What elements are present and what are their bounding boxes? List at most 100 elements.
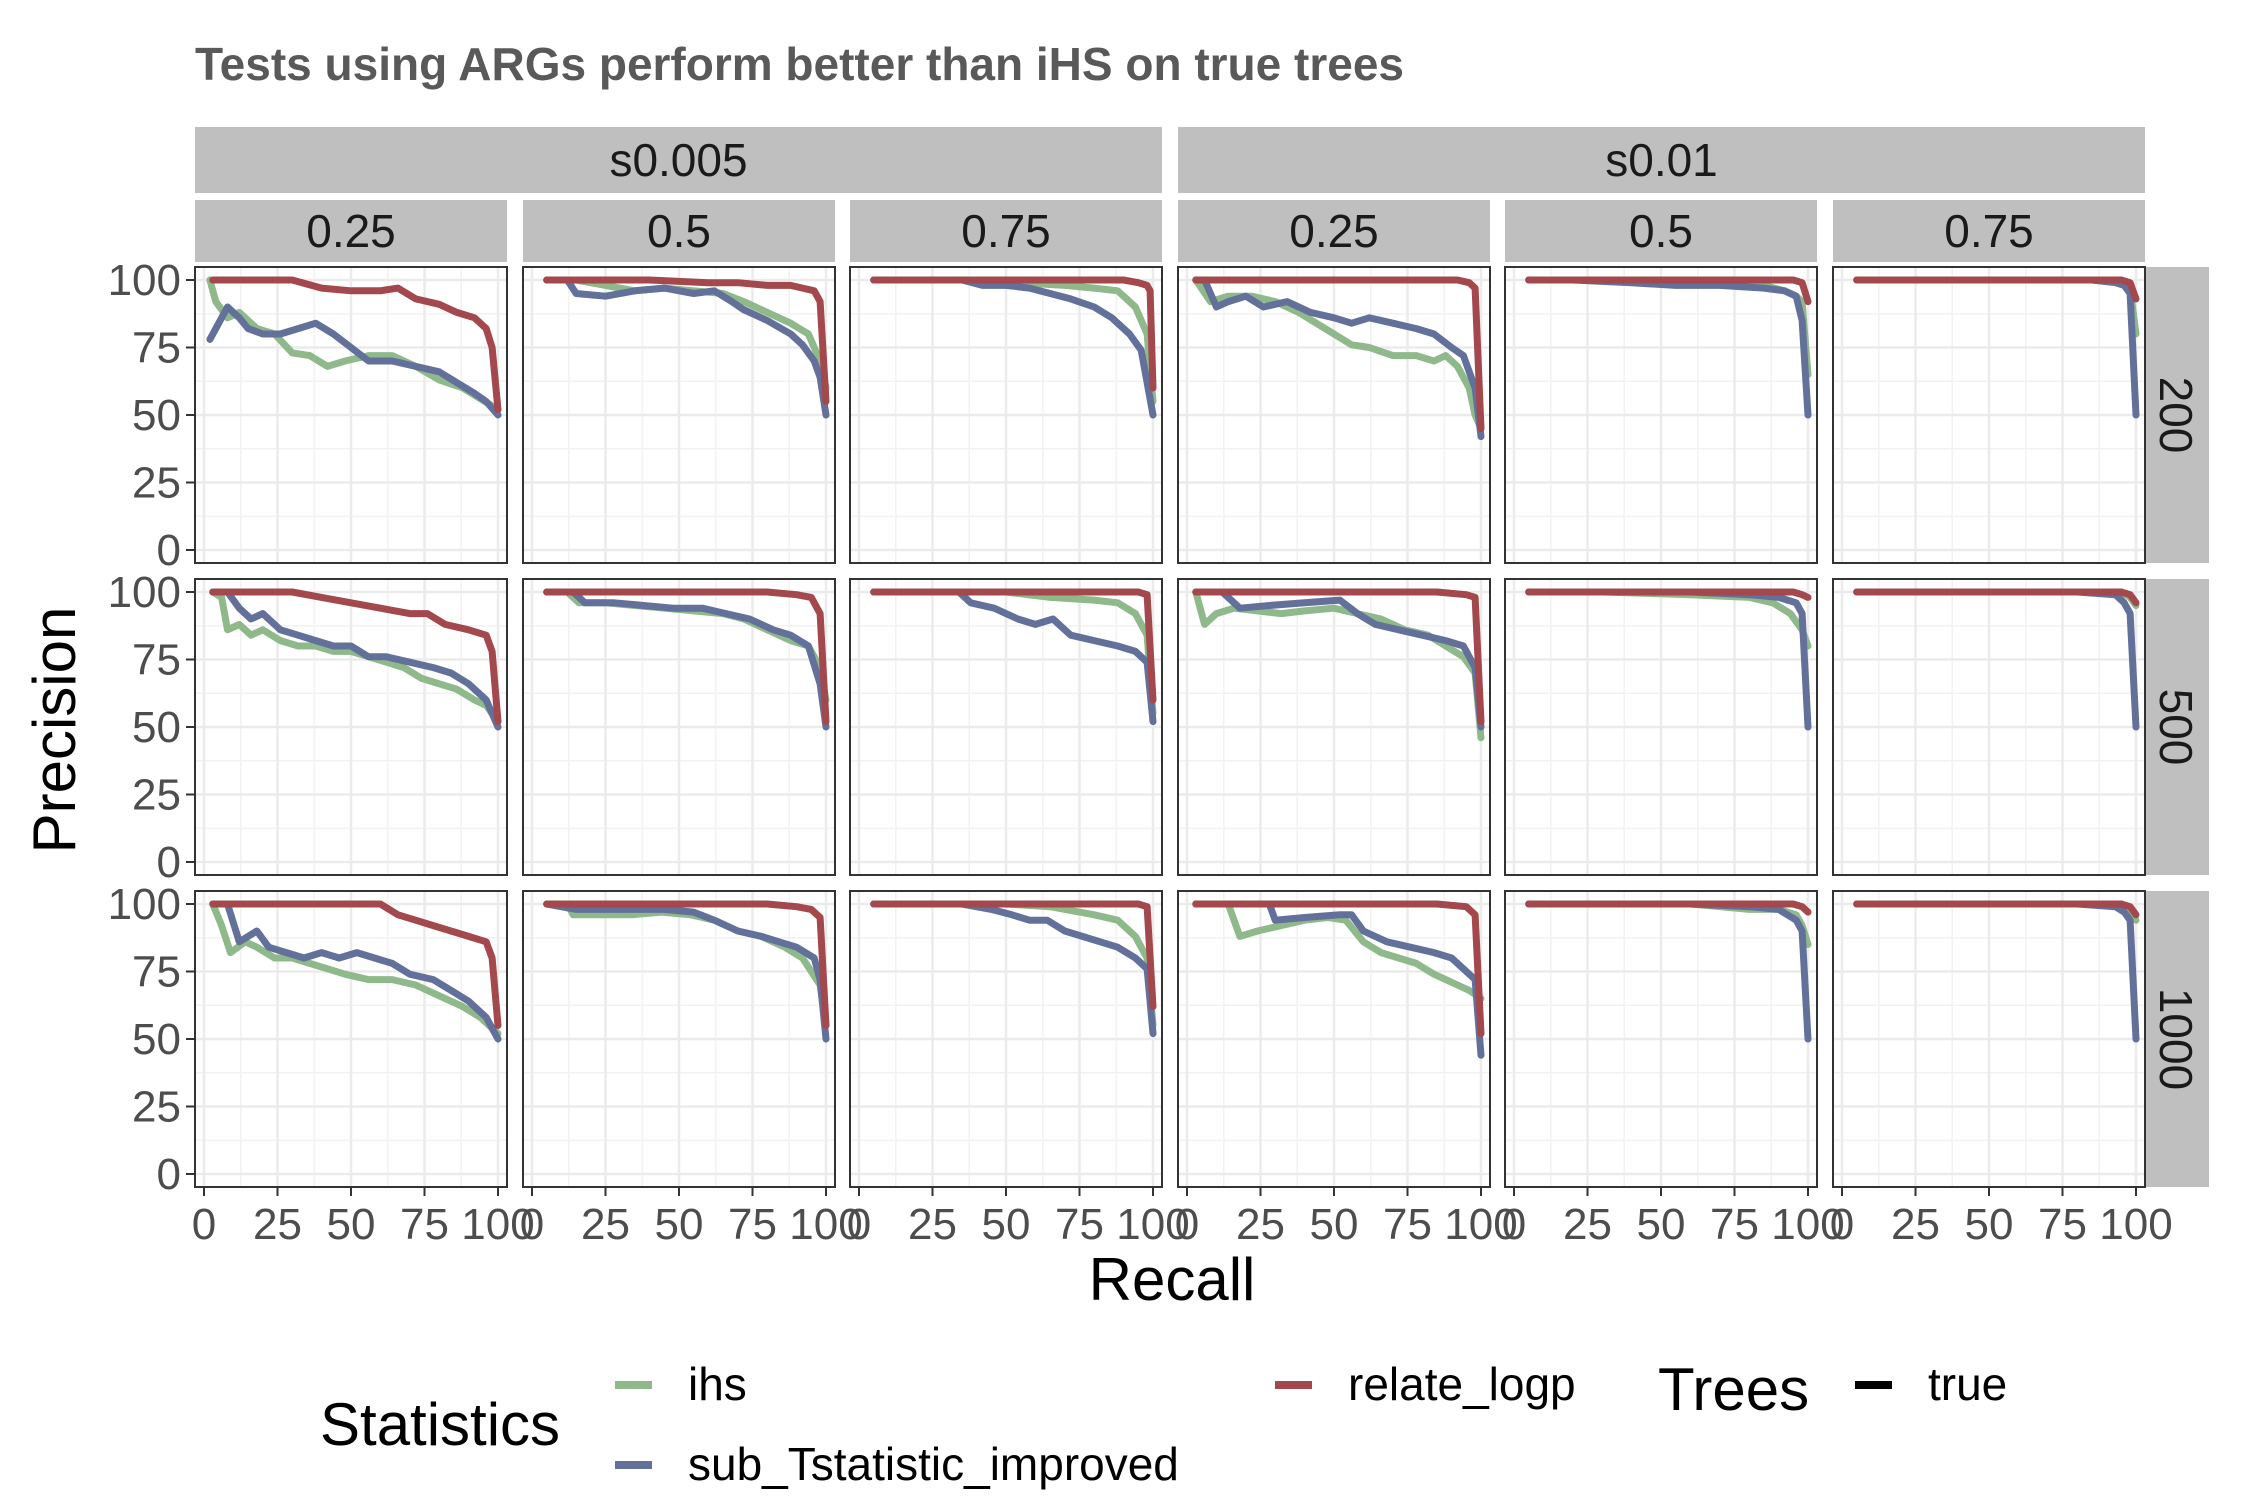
x-tick-label-0-col-2: 0 <box>847 1200 871 1249</box>
panel-500-s0-01-0-5 <box>1504 578 1818 876</box>
y-tick-label-75-row-500: 75 <box>132 636 181 685</box>
series-line-relate-logp-panel-1000-s0-01-0-25 <box>1192 900 1485 1038</box>
x-tick-label-50-col-4: 50 <box>1637 1200 1686 1249</box>
facet-strip-s0-005 <box>195 127 1162 193</box>
panel-500-s0-01-0-25-border <box>1177 578 1491 876</box>
x-tick-label-0-col-3: 0 <box>1175 1200 1199 1249</box>
panel-200-s0-005-0-75 <box>849 266 1163 564</box>
series-line-relate-logp-panel-500-s0-01-0-75 <box>1853 588 2140 607</box>
facet-strip-s0-005-0-5 <box>523 200 835 262</box>
panel-500-s0-01-0-5-border <box>1504 578 1818 876</box>
series-line-ihs-panel-1000-s0-005-0-25 <box>209 900 502 1038</box>
x-tick-label-0-col-5: 0 <box>1830 1200 1854 1249</box>
panel-500-s0-01-0-75-border <box>1832 578 2146 876</box>
panel-200-s0-01-0-5-border <box>1504 266 1818 564</box>
series-line-relate-logp-panel-1000-s0-005-0-25 <box>209 900 502 1029</box>
panel-500-s0-005-0-25 <box>194 578 508 876</box>
series-line-relate-logp-panel-200-s0-005-0-75 <box>870 276 1157 392</box>
x-tick-label-25-col-5: 25 <box>1891 1200 1940 1249</box>
series-line-sub-tstatistic-improved-panel-1000-s0-005-0-5 <box>543 900 830 1043</box>
series-line-relate-logp-panel-200-s0-005-0-5 <box>543 276 830 405</box>
panel-500-s0-01-0-75 <box>1832 578 2146 876</box>
panel-200-s0-01-0-25 <box>1177 266 1491 564</box>
panel-200-s0-005-0-25 <box>194 266 508 564</box>
x-tick-label-100-col-5: 100 <box>2099 1200 2172 1249</box>
facet-strip-label-s0-01-0-75: 0.75 <box>1944 205 2034 257</box>
x-tick-label-0-col-1: 0 <box>520 1200 544 1249</box>
facet-strip-label-s0-01-0-5: 0.5 <box>1629 205 1693 257</box>
x-tick-label-100-col-0: 100 <box>461 1200 534 1249</box>
series-line-sub-tstatistic-improved-panel-500-s0-005-0-5 <box>543 588 830 731</box>
panel-200-s0-01-0-5 <box>1504 266 1818 564</box>
facet-strip-label-s0-01: s0.01 <box>1605 134 1718 186</box>
x-tick-label-25-col-3: 25 <box>1236 1200 1285 1249</box>
panel-500-s0-005-0-75-border <box>849 578 1163 876</box>
x-axis-title: Recall <box>1089 1246 1256 1313</box>
y-tick-label-0-row-1000: 0 <box>157 1150 181 1199</box>
series-line-relate-logp-panel-500-s0-005-0-25 <box>209 588 502 726</box>
facet-strip-label-s0-005: s0.005 <box>609 134 747 186</box>
y-tick-label-100-row-500: 100 <box>108 568 181 617</box>
x-tick-label-0-col-0: 0 <box>192 1200 216 1249</box>
legend-statistics-title: Statistics <box>320 1391 560 1458</box>
x-tick-label-75-col-5: 75 <box>2038 1200 2087 1249</box>
x-tick-label-50-col-3: 50 <box>1310 1200 1359 1249</box>
x-tick-label-25-col-4: 25 <box>1563 1200 1612 1249</box>
series-line-sub-tstatistic-improved-panel-500-s0-005-0-25 <box>209 588 502 731</box>
series-line-relate-logp-panel-500-s0-01-0-25 <box>1192 588 1485 726</box>
series-line-ihs-panel-500-s0-01-0-25 <box>1192 588 1485 742</box>
panel-200-s0-005-0-5-border <box>522 266 836 564</box>
panel-1000-s0-01-0-25 <box>1177 890 1491 1188</box>
panel-500-s0-005-0-5-border <box>522 578 836 876</box>
y-tick-label-25-row-1000: 25 <box>132 1083 181 1132</box>
y-tick-label-75-row-1000: 75 <box>132 948 181 997</box>
x-tick-label-75-col-2: 75 <box>1055 1200 1104 1249</box>
x-tick-label-0-col-4: 0 <box>1502 1200 1526 1249</box>
series-line-sub-tstatistic-improved-panel-1000-s0-01-0-25 <box>1192 900 1485 1059</box>
x-tick-label-50-col-5: 50 <box>1965 1200 2014 1249</box>
x-tick-label-75-col-1: 75 <box>728 1200 777 1249</box>
x-tick-label-75-col-4: 75 <box>1710 1200 1759 1249</box>
y-tick-label-100-row-1000: 100 <box>108 880 181 929</box>
legend-label-relate-logp: relate_logp <box>1348 1358 1576 1410</box>
facet-strip-row-1000 <box>2143 891 2209 1187</box>
series-line-sub-tstatistic-improved-panel-200-s0-005-0-5 <box>543 276 830 419</box>
series-line-relate-logp-panel-200-s0-005-0-25 <box>209 276 502 414</box>
x-tick-label-75-col-3: 75 <box>1383 1200 1432 1249</box>
legend-label-sub-tstatistic-improved: sub_Tstatistic_improved <box>688 1438 1179 1490</box>
panel-1000-s0-005-0-5 <box>522 890 836 1188</box>
facet-strip-s0-01-0-75 <box>1833 200 2145 262</box>
panel-200-s0-01-0-75 <box>1832 266 2146 564</box>
panel-1000-s0-005-0-75 <box>849 890 1163 1188</box>
panel-500-s0-005-0-5 <box>522 578 836 876</box>
facet-strip-s0-01 <box>1178 127 2145 193</box>
y-tick-label-50-row-200: 50 <box>132 391 181 440</box>
panel-500-s0-01-0-25 <box>1177 578 1491 876</box>
x-tick-label-75-col-0: 75 <box>400 1200 449 1249</box>
panel-500-s0-005-0-75 <box>849 578 1163 876</box>
x-tick-label-50-col-2: 50 <box>982 1200 1031 1249</box>
facet-strip-row-500 <box>2143 579 2209 875</box>
panel-200-s0-005-0-75-border <box>849 266 1163 564</box>
x-tick-label-100-col-2: 100 <box>1116 1200 1189 1249</box>
legend-trees-title: Trees <box>1658 1356 1809 1423</box>
x-tick-label-50-col-1: 50 <box>655 1200 704 1249</box>
series-line-relate-logp-panel-500-s0-005-0-75 <box>870 588 1157 704</box>
panel-1000-s0-005-0-25 <box>194 890 508 1188</box>
legend-label-ihs: ihs <box>688 1358 747 1410</box>
series-line-relate-logp-panel-200-s0-01-0-5 <box>1525 276 1812 306</box>
y-tick-label-50-row-1000: 50 <box>132 1015 181 1064</box>
facet-strip-s0-005-0-75 <box>850 200 1162 262</box>
series-line-ihs-panel-500-s0-005-0-25 <box>209 588 502 726</box>
series-line-relate-logp-panel-1000-s0-005-0-75 <box>870 900 1157 1011</box>
series-line-relate-logp-panel-200-s0-01-0-75 <box>1853 276 2140 303</box>
facet-strip-label-row-500: 500 <box>2150 689 2202 766</box>
y-tick-label-75-row-200: 75 <box>132 324 181 373</box>
facet-strip-s0-01-0-5 <box>1505 200 1817 262</box>
chart-title: Tests using ARGs perform better than iHS… <box>195 38 1404 90</box>
y-tick-label-25-row-200: 25 <box>132 459 181 508</box>
x-tick-label-100-col-4: 100 <box>1771 1200 1844 1249</box>
panel-1000-s0-01-0-75 <box>1832 890 2146 1188</box>
